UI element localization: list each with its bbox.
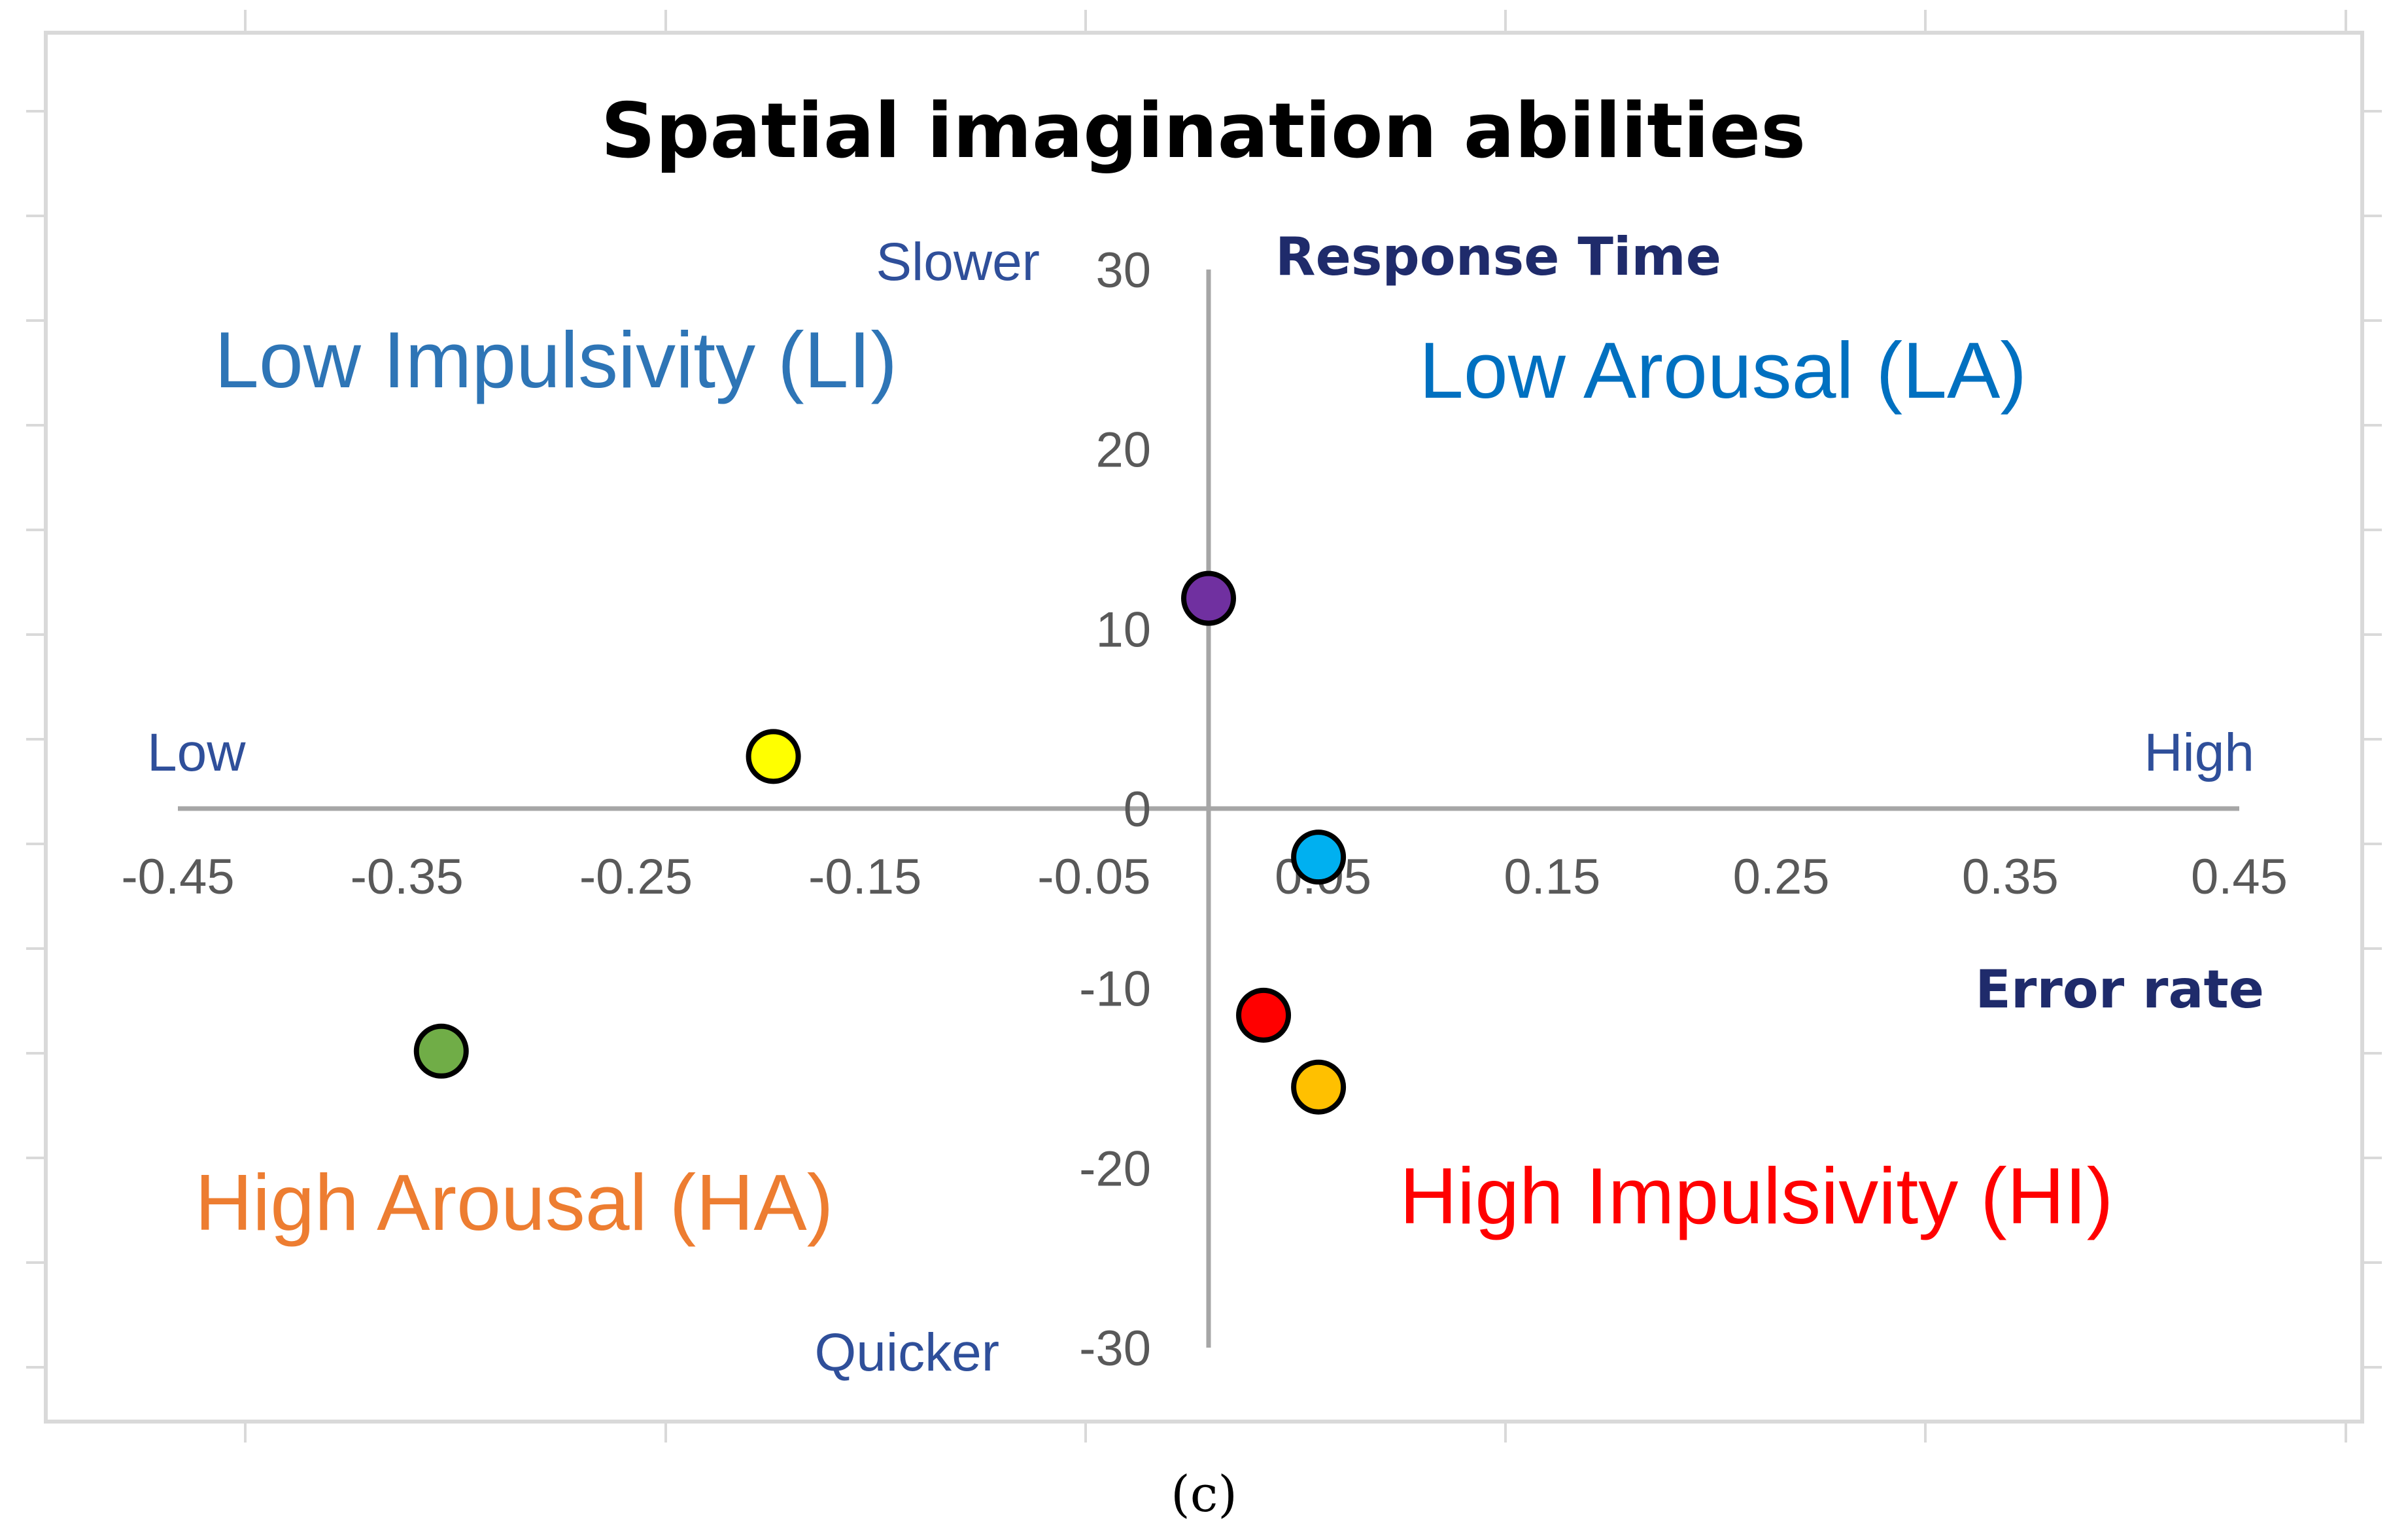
- x-tick-label: -0.25: [579, 849, 693, 905]
- y-tick-labels: 30 20 10 0 -10 -20 -30: [1079, 243, 1151, 1376]
- y-tick-label: -10: [1079, 962, 1151, 1017]
- x-tick-label: -0.05: [1037, 849, 1150, 905]
- x-tick-label: -0.45: [121, 849, 234, 905]
- outer-ruler-ticks: [26, 10, 2382, 1442]
- data-point: [1181, 570, 1236, 626]
- quadrant-label-high-impulsivity: High Impulsivity (HI): [1400, 1151, 2113, 1240]
- data-point: [1291, 1059, 1347, 1115]
- x-axis-title: Error rate: [1975, 959, 2264, 1020]
- x-tick-label: 0.15: [1504, 849, 1600, 905]
- y-high-direction-label: Slower: [876, 232, 1040, 292]
- x-tick-label: -0.35: [351, 849, 464, 905]
- data-point: [746, 729, 801, 784]
- x-tick-labels: -0.45-0.35-0.25-0.15-0.050.050.150.250.3…: [121, 849, 2288, 905]
- quadrant-label-high-arousal: High Arousal (HA): [195, 1158, 833, 1247]
- y-axis-title: Response Time: [1275, 226, 1721, 287]
- x-tick-label: 0.35: [1962, 849, 2059, 905]
- quadrant-label-low-impulsivity: Low Impulsivity (LI): [215, 315, 897, 404]
- figure-caption: (c): [1171, 1465, 1237, 1523]
- data-point: [413, 1023, 469, 1079]
- quadrant-label-low-arousal: Low Arousal (LA): [1419, 326, 2027, 415]
- chart-title: Spatial imagination abilities: [601, 87, 1806, 175]
- data-point: [1236, 987, 1292, 1043]
- y-tick-label: -30: [1079, 1321, 1151, 1376]
- data-point: [1291, 830, 1347, 885]
- y-tick-label: 0: [1124, 782, 1151, 837]
- x-tick-label: -0.15: [808, 849, 921, 905]
- x-tick-label: 0.25: [1733, 849, 1830, 905]
- x-low-direction-label: Low: [147, 723, 246, 782]
- y-low-direction-label: Quicker: [814, 1323, 999, 1382]
- data-points: [413, 570, 1347, 1115]
- x-high-direction-label: High: [2144, 723, 2254, 782]
- y-tick-label: 20: [1095, 423, 1151, 478]
- y-tick-label: 30: [1095, 243, 1151, 298]
- y-tick-label: 10: [1095, 602, 1151, 657]
- y-tick-label: -20: [1079, 1141, 1151, 1197]
- chart-frame: [44, 31, 2364, 1424]
- x-tick-label: 0.45: [2191, 849, 2288, 905]
